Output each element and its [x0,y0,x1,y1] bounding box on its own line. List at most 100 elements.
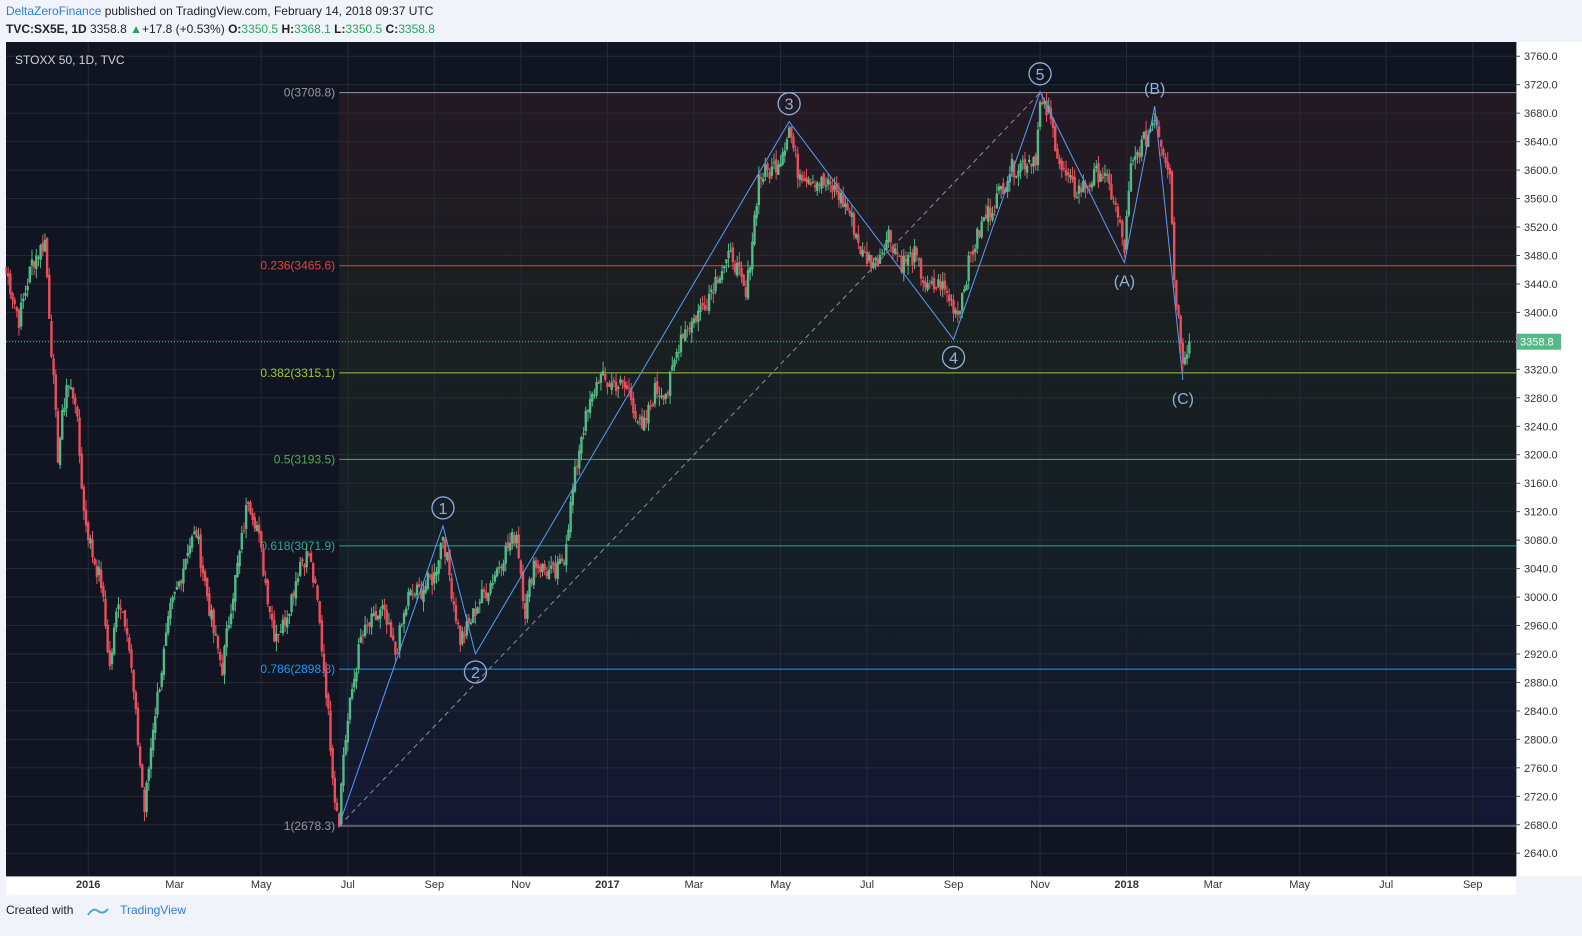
candle-down [125,628,129,635]
price-tick-label: 3320.0 [1524,364,1558,376]
price-tick-label: 3080.0 [1524,535,1558,547]
candle-down [212,609,215,634]
candle-down [859,246,862,254]
candle-up [229,613,233,625]
change-value: +17.8 (+0.53%) [141,22,225,36]
chart-svg[interactable]: 0(3708.8) 0.236(3465.6) 0.382(3315.1) 0.5(3… [0,0,1582,900]
candle-down [266,579,269,605]
time-axis[interactable] [6,876,1516,895]
candle-up [407,592,410,607]
candle-down [956,310,960,315]
candle-down [712,291,715,294]
candle-down [614,381,618,392]
candle-down [268,606,272,613]
candle-down [260,531,263,548]
candle-up [982,217,986,222]
candle-down [95,565,99,577]
candle-down [1172,222,1176,281]
candle-down [1054,126,1057,152]
candle-up [816,182,819,191]
candle-down [119,607,122,610]
candle-down [74,397,77,405]
candle-down [632,398,635,414]
candle-down [645,418,648,421]
candle-up [1099,173,1102,182]
candle-down [333,777,337,803]
low-label: L: [334,22,346,36]
candle-down [1138,152,1141,158]
candle-up [547,569,551,579]
candle-down [32,261,36,268]
candle-up [736,262,739,276]
candle-up [720,271,724,280]
candle-up [498,567,501,569]
publish-info: DeltaZeroFinance published on TradingVie… [6,4,433,18]
candle-up [175,587,179,590]
wave-label: (A) [1114,274,1135,291]
candle-up [35,255,38,270]
candle-down [1110,183,1113,200]
price-tick-label: 3200.0 [1524,450,1558,462]
candle-up [437,560,440,574]
candle-down [521,571,525,602]
candle-up [584,410,587,431]
last-price: 3358.8 [90,22,127,36]
candle-up [1125,216,1128,250]
candle-up [772,162,776,164]
candle-down [993,210,996,212]
candle-up [781,152,784,165]
candle-up [387,622,391,624]
fib-label-0.786: 0.786(2898.8) [260,662,335,676]
candle-down [78,417,81,456]
candle-down [612,380,616,383]
candle-up [225,628,228,648]
price-tick-label: 3000.0 [1524,592,1558,604]
candle-down [4,269,8,271]
candle-up [764,164,767,178]
candle-down [411,593,414,595]
price-tick-label: 2680.0 [1524,820,1558,832]
candle-down [813,185,817,188]
candle-down [554,563,557,579]
candle-up [1069,174,1072,178]
candle-up [63,407,66,413]
candle-down [915,247,918,256]
candle-down [82,486,86,511]
candle-up [995,193,999,209]
tradingview-link[interactable]: TradingView [120,903,187,917]
candle-down [134,692,137,709]
price-tick-label: 3560.0 [1524,194,1558,206]
candle-up [43,240,47,252]
candle-up [526,594,529,619]
candle-up [487,593,490,602]
candle-up [844,203,847,208]
candle-down [1030,163,1033,167]
candle-down [608,383,611,387]
candle-down [368,622,371,627]
candle-up [357,644,360,669]
candle-down [264,578,267,583]
candle-up [973,248,977,253]
candle-down [1112,200,1115,202]
price-axis[interactable] [1516,42,1582,876]
candle-up [167,616,170,634]
candle-down [539,566,542,573]
candle-up [1077,185,1081,194]
candle-down [6,272,10,277]
candle-down [865,251,869,264]
candle-up [65,385,68,409]
price-tick-label: 3160.0 [1524,478,1558,490]
price-tick-label: 3720.0 [1524,80,1558,92]
candle-down [876,258,880,267]
candle-up [902,255,905,274]
candle-up [770,166,774,176]
price-axis-ticks: 2640.0 2680.0 2720.0 2760.0 2800.0 2840.0 2880… [1516,51,1558,860]
candle-down [76,406,79,417]
open-value: 3350.5 [241,22,279,36]
candle-up [569,501,572,533]
candle-down [1101,176,1105,179]
candle-up [710,289,713,293]
author-link[interactable]: DeltaZeroFinance [6,4,102,18]
price-tick-label: 2960.0 [1524,621,1558,633]
candle-down [560,557,564,562]
